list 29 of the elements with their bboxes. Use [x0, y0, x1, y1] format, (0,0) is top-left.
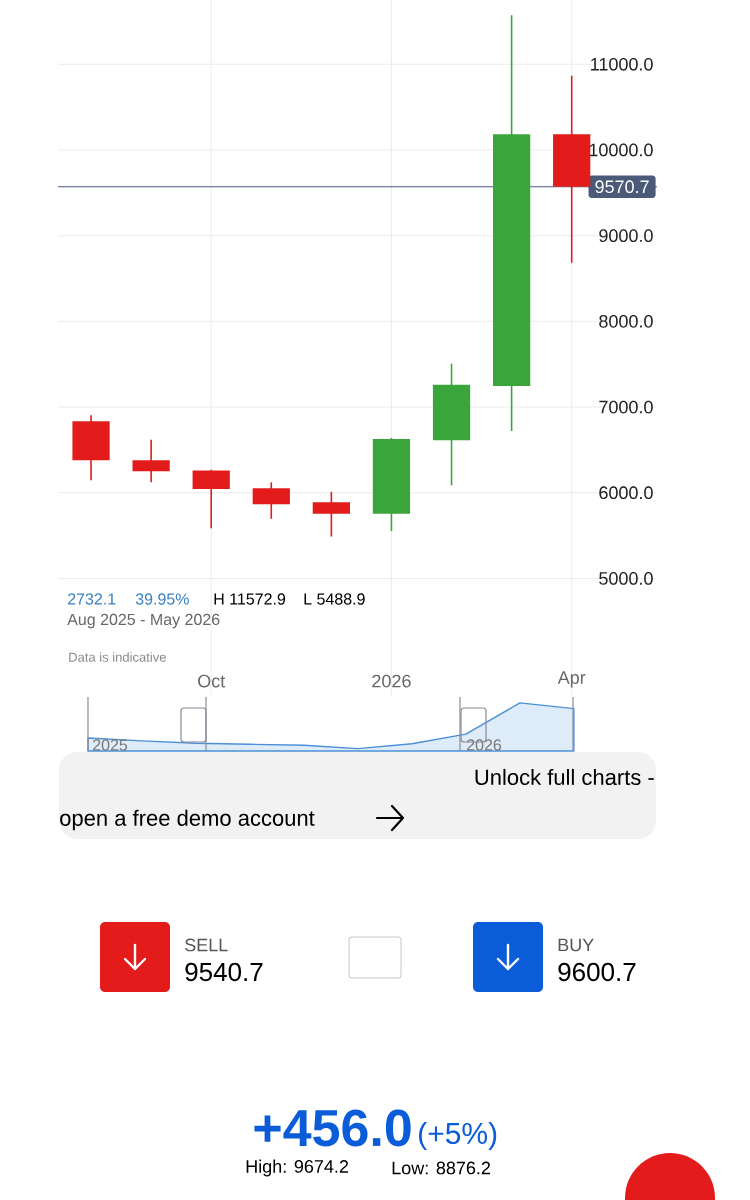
text: Unlock full charts -: [475, 768, 654, 786]
annotation: H 11572.9: [214, 593, 286, 605]
ref-line-label: 9570.7: [595, 180, 649, 194]
text: High: 9674.2: [246, 1159, 349, 1177]
annotation: Aug 2025 - May 2026: [67, 613, 220, 629]
text: (+5%): [419, 1122, 497, 1150]
annotation: 2732.1: [68, 593, 116, 605]
y-tick-label: 6000.0: [599, 486, 653, 500]
annotation: L 5488.9: [304, 593, 365, 605]
y-tick-label: 10000.0: [589, 143, 653, 157]
y-tick-label: 11000.0: [591, 57, 653, 71]
annotation: 2026: [467, 739, 502, 751]
text: open a free demo account: [60, 809, 315, 831]
text: SELL: [185, 938, 228, 952]
annotation: 2025: [93, 739, 128, 751]
y-tick-label: 8000.0: [599, 314, 653, 328]
y-tick-label: 7000.0: [599, 400, 653, 414]
annotation: 39.95%: [135, 593, 189, 605]
text: Low: 8876.2: [392, 1161, 491, 1175]
text: 9540.7: [185, 962, 263, 982]
y-tick-label: 9000.0: [599, 229, 653, 243]
x-tick-label: 2026: [372, 674, 411, 688]
y-tick-label: 5000.0: [599, 572, 653, 585]
x-tick-label: Apr: [557, 671, 586, 688]
text: 9600.7: [558, 962, 636, 982]
annotation: Data is indicative: [69, 652, 166, 662]
x-tick-label: Oct: [198, 674, 226, 688]
text: +456.0: [254, 1109, 411, 1147]
text: BUY: [558, 938, 594, 952]
